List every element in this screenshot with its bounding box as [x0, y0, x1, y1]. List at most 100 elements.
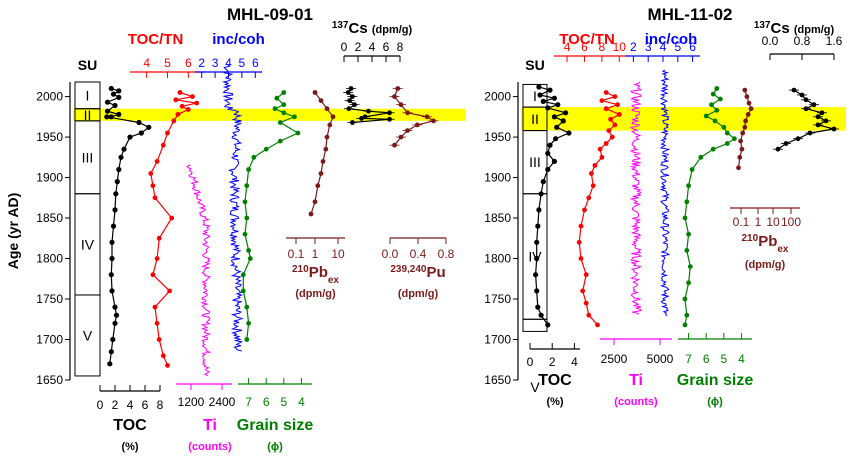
TOC-point-18 [538, 191, 544, 197]
grain-point-3 [709, 102, 714, 108]
y-tick-label-1-1850: 1850 [484, 211, 511, 225]
cs-point-2 [803, 97, 809, 103]
pb-point-10 [312, 199, 318, 205]
inccoh-tick-label-1-4: 6 [689, 40, 696, 54]
TOCTN-point-11 [148, 171, 154, 176]
TOC-point-23 [108, 272, 114, 278]
TOCTN-label-1: TOC/TN [559, 31, 615, 48]
TOC-point-28 [110, 336, 116, 343]
cs-point-5 [346, 106, 352, 112]
TOC-point-25 [535, 304, 541, 310]
grain-point-6 [712, 118, 718, 124]
inccoh-label-1: inc/coh [645, 31, 698, 48]
su-unit-label-1-4: V [530, 379, 540, 395]
pb-tick-label-0-2: 10 [331, 247, 345, 261]
su-unit-label-1-2: III [529, 154, 541, 170]
TOC-point-21 [109, 239, 115, 245]
grain-line-0 [242, 92, 300, 340]
pb-point-3 [330, 114, 336, 120]
panel-title-0: MHL-09-01 [227, 5, 313, 24]
TOCTN-point-21 [583, 272, 589, 278]
grain-point-12 [244, 183, 250, 189]
TOC-point-17 [540, 179, 546, 185]
pb-point-7 [740, 130, 746, 136]
grain-point-10 [251, 154, 257, 160]
TOCTN-point-25 [595, 322, 600, 328]
pb-point-8 [738, 138, 743, 144]
grain-point-14 [244, 215, 250, 221]
su-unit-label-0-4: V [83, 327, 93, 343]
TOC-tick-label-1-2: 4 [571, 355, 578, 369]
inccoh-tick-label-1-3: 5 [674, 40, 681, 54]
su-unit-label-1-0: I [533, 88, 537, 104]
TOCTN-point-13 [152, 195, 158, 201]
grain-point-2 [717, 96, 723, 102]
pb-point-6 [742, 124, 748, 130]
TOCTN-point-14 [589, 171, 594, 176]
TOCTN-point-6 [175, 112, 181, 117]
TOCTN-point-2 [599, 98, 605, 103]
grain-tick-label-1-2: 5 [720, 352, 727, 366]
grain-point-15 [684, 199, 690, 205]
grain-label-1: Grain size [677, 372, 754, 389]
su-unit-label-0-3: IV [81, 236, 95, 252]
inccoh-tick-label-0-0: 2 [198, 56, 205, 70]
TOCTN-point-11 [597, 146, 603, 152]
pb-point-8 [318, 171, 324, 176]
TOC-point-19 [112, 207, 118, 213]
grain-point-18 [240, 272, 246, 278]
inccoh-tick-label-0-3: 5 [239, 56, 246, 70]
TOCTN-point-18 [578, 223, 584, 229]
TOC-point-17 [114, 179, 120, 185]
y-tick-label-0-1900: 1900 [36, 171, 63, 185]
TOCTN-point-12 [150, 183, 156, 189]
TOCTN-point-0 [177, 90, 183, 95]
cs-tick-label-1-0: 0.0 [762, 34, 779, 48]
TOCTN-tick-label-1-3: 10 [613, 40, 627, 54]
cs-point-6 [815, 114, 821, 120]
pb-tick-label-1-0: 0.1 [733, 215, 750, 229]
TOC-point-0 [108, 85, 114, 92]
TOCTN-point-14 [169, 215, 175, 221]
TOC-point-2 [537, 92, 543, 98]
cs-tick-label-0-0: 0 [341, 40, 348, 54]
su-unit-label-0-1: II [84, 107, 92, 123]
cs-point-1 [799, 92, 805, 98]
pb-point-3 [748, 106, 754, 112]
TOC-point-6 [104, 108, 111, 114]
inccoh-tick-label-0-2: 4 [225, 56, 232, 70]
grain-point-9 [263, 146, 269, 152]
TOCTN-point-5 [616, 112, 622, 117]
TOCTN-point-10 [154, 159, 160, 164]
TOC-tick-label-0-2: 4 [127, 398, 134, 412]
grain-point-2 [281, 102, 287, 108]
TOC-point-8 [551, 114, 558, 120]
cs-point-13 [775, 146, 781, 152]
pb-point-2 [324, 106, 330, 112]
y-tick-label-1-1950: 1950 [484, 130, 511, 144]
TOC-tick-label-1-0: 0 [527, 355, 534, 369]
pu-point-1 [392, 94, 397, 99]
TOC-point-19 [536, 207, 542, 213]
TOC-line-1 [534, 86, 571, 326]
grain-point-4 [281, 110, 287, 116]
TOC-point-5 [112, 102, 118, 109]
pu-tick-label-0-0: 0.0 [382, 247, 399, 261]
su-label-0: SU [78, 57, 97, 73]
cs-point-9 [831, 126, 837, 132]
Ti-tick-label-1-0: 2500 [601, 352, 628, 366]
su-unit-label-1-1: II [531, 111, 539, 127]
TOCTN-point-19 [152, 304, 158, 310]
pb-point-2 [746, 100, 752, 106]
grain-tick-label-0-0: 7 [245, 395, 252, 409]
pb-label-1: 210Pbex [742, 233, 789, 255]
grain-point-21 [682, 296, 688, 302]
grain-point-1 [710, 91, 716, 97]
cs-point-8 [815, 122, 821, 128]
TOCTN-point-20 [578, 256, 584, 261]
grain-tick-label-0-1: 6 [263, 395, 270, 409]
TOC-point-13 [127, 134, 133, 140]
cs-point-1 [345, 90, 351, 95]
pu-label-0: 239,240Pu [390, 264, 445, 282]
TOCTN-tick-label-0-2: 6 [185, 56, 192, 70]
